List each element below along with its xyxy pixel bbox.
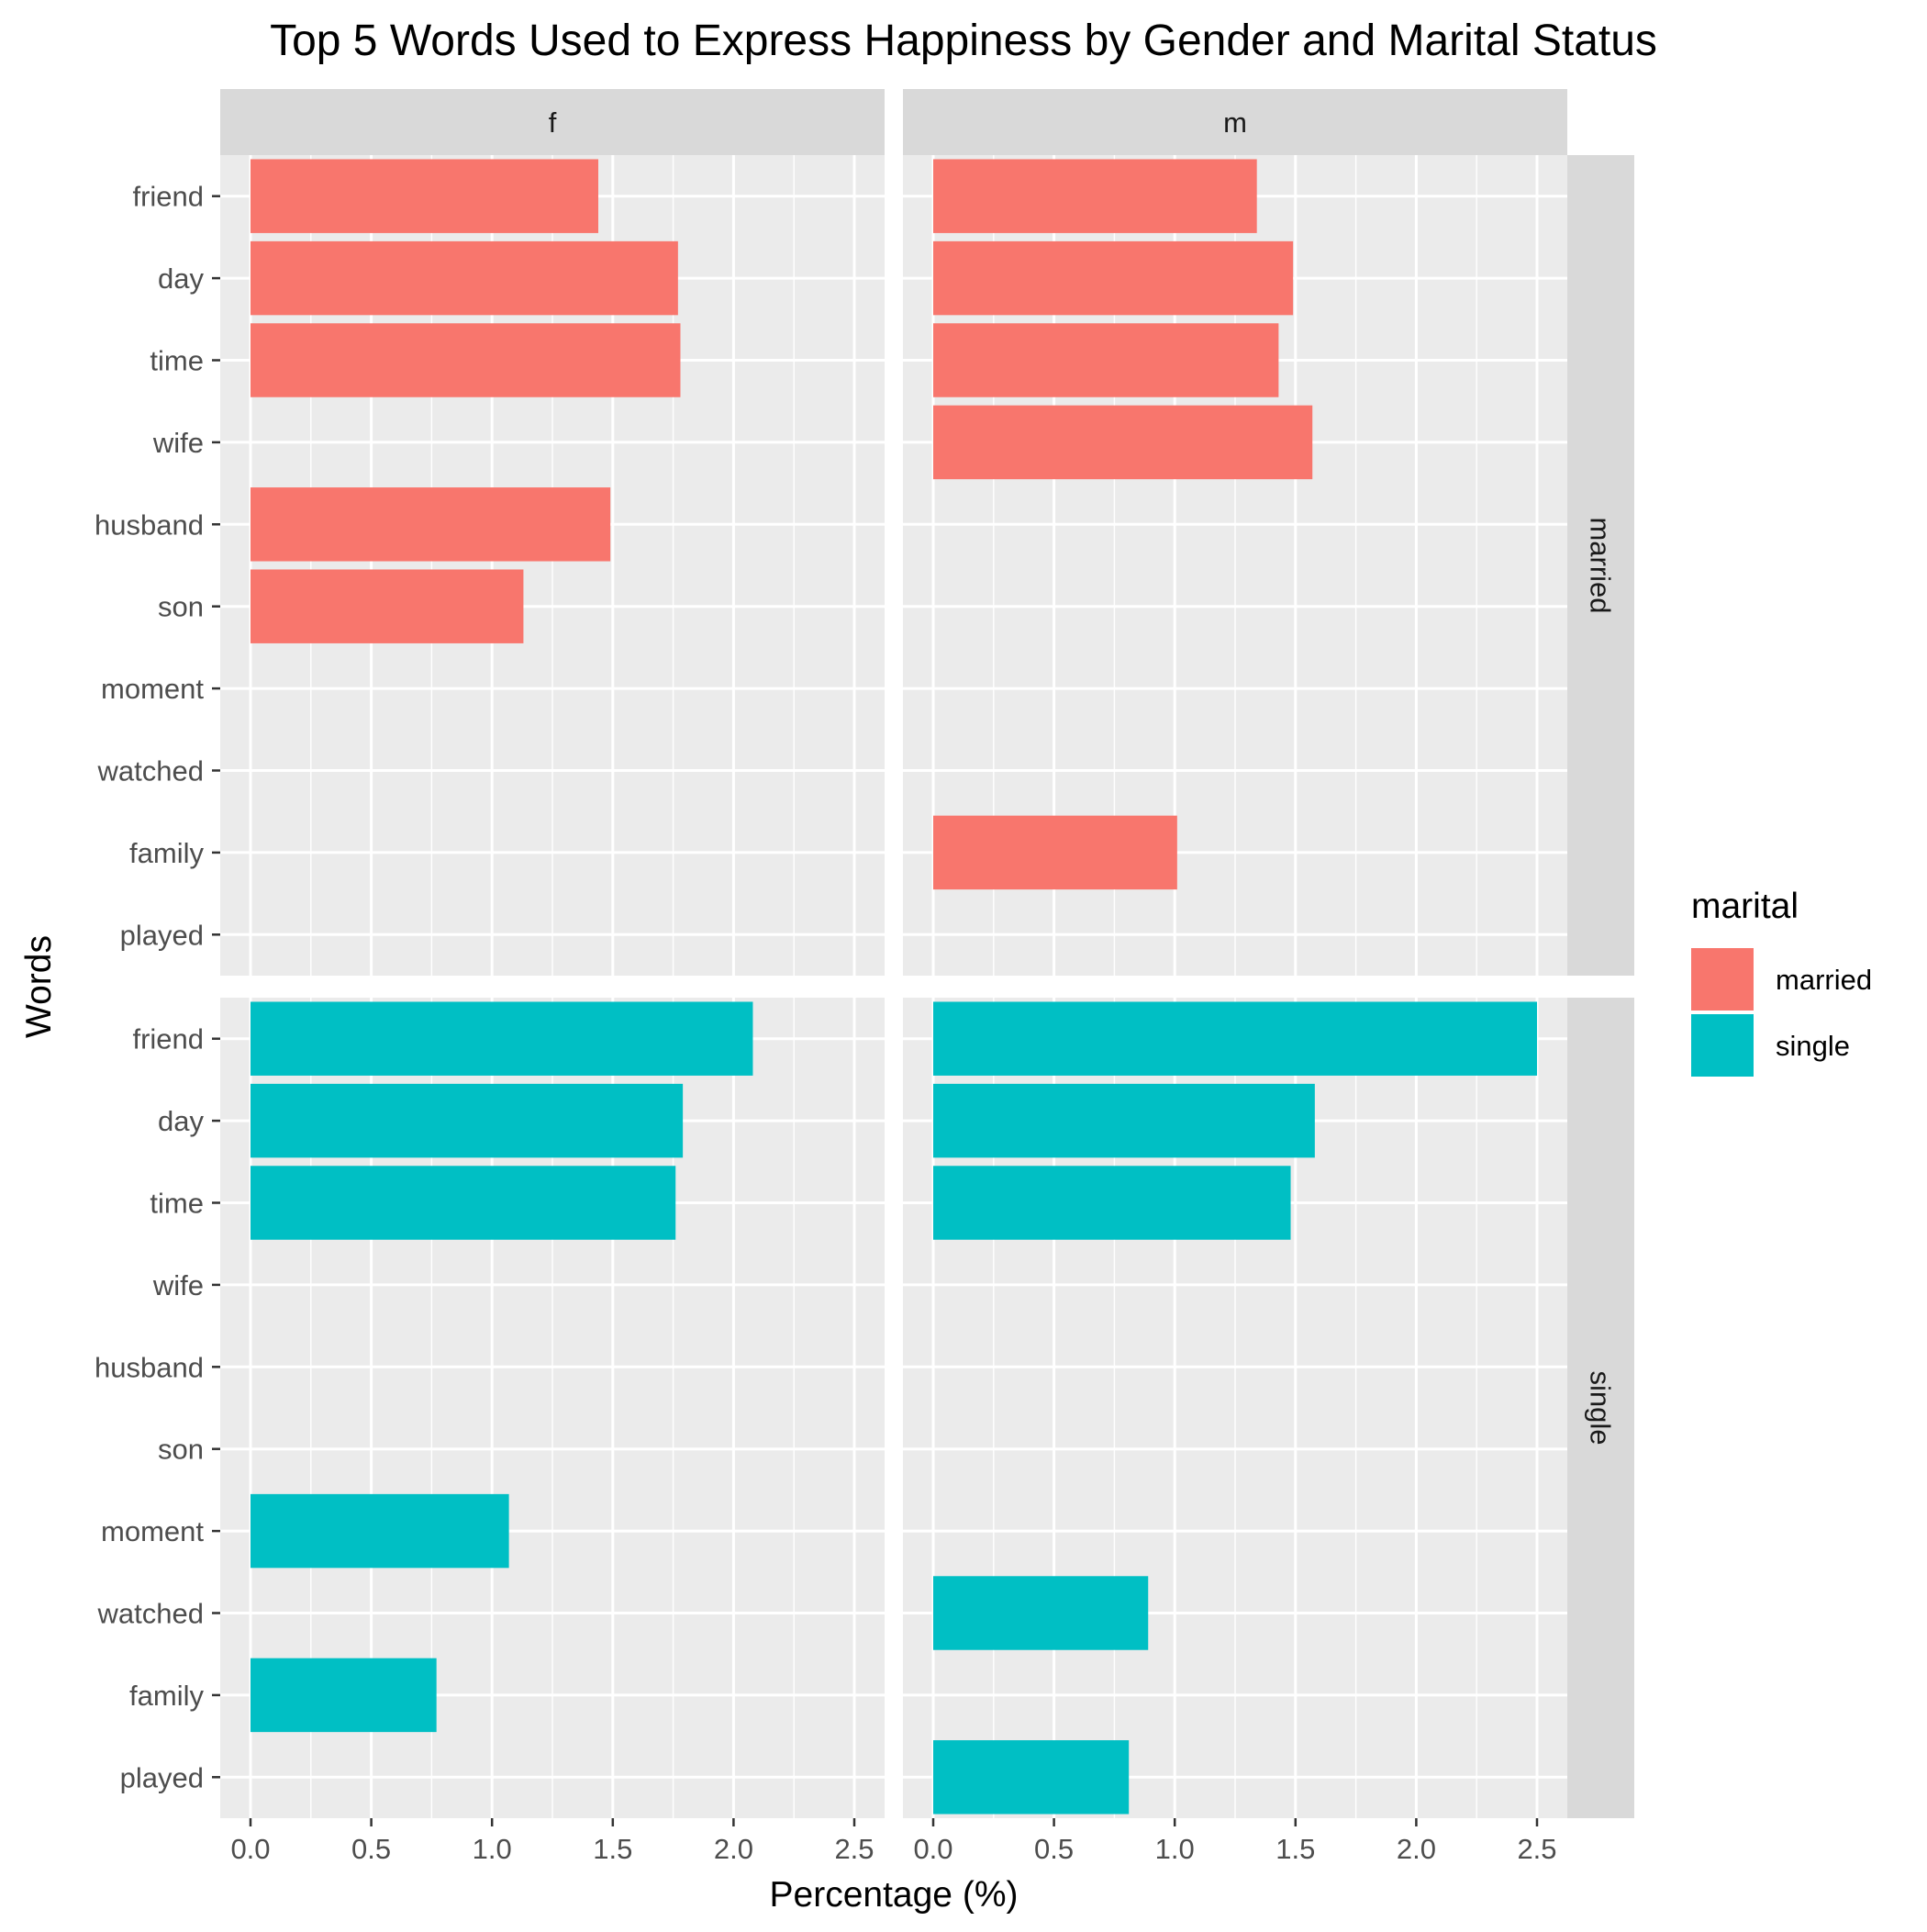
legend-swatch-single bbox=[1691, 1014, 1754, 1077]
bar-f-married-time bbox=[251, 323, 681, 397]
facet-strip-married bbox=[1567, 155, 1634, 976]
legend: marital married single bbox=[1691, 887, 1872, 1077]
y-tick-label-wife: wife bbox=[152, 427, 204, 459]
y-tick-label-time: time bbox=[150, 1188, 204, 1220]
legend-label-single: single bbox=[1776, 1030, 1850, 1062]
y-tick-label-moment: moment bbox=[101, 1515, 204, 1547]
y-tick-label-friend: friend bbox=[132, 1023, 204, 1055]
facet-strip-label-single: single bbox=[1585, 1371, 1617, 1446]
bar-m-married-time bbox=[933, 323, 1279, 397]
y-tick-label-family: family bbox=[129, 1680, 204, 1712]
bar-m-married-friend bbox=[933, 159, 1257, 233]
bar-f-single-family bbox=[251, 1658, 437, 1733]
x-tick-label: 2.5 bbox=[1517, 1833, 1556, 1865]
facet-strip-m bbox=[903, 89, 1567, 155]
facet-strip-label-f: f bbox=[549, 106, 557, 139]
y-tick-label-husband: husband bbox=[95, 1351, 204, 1383]
x-axis-title: Percentage (%) bbox=[770, 1875, 1019, 1915]
legend-title: marital bbox=[1691, 887, 1799, 926]
y-tick-label-wife: wife bbox=[152, 1269, 204, 1301]
y-tick-label-son: son bbox=[158, 1434, 204, 1466]
y-tick-label-day: day bbox=[158, 1105, 204, 1137]
facet-strip-label-m: m bbox=[1223, 106, 1247, 139]
x-tick-label: 1.5 bbox=[1275, 1833, 1315, 1865]
x-tick-label: 1.0 bbox=[1155, 1833, 1195, 1865]
y-tick-label-son: son bbox=[158, 591, 204, 623]
x-tick-label: 2.0 bbox=[714, 1833, 753, 1865]
facet-strip-single bbox=[1567, 998, 1634, 1818]
panel-m-married bbox=[903, 155, 1567, 976]
bar-f-married-husband bbox=[251, 487, 611, 562]
x-tick-label: 1.0 bbox=[473, 1833, 512, 1865]
bar-m-single-played bbox=[933, 1740, 1130, 1815]
bar-f-married-friend bbox=[251, 159, 599, 233]
bar-f-married-son bbox=[251, 569, 524, 643]
bar-m-single-day bbox=[933, 1083, 1315, 1158]
bar-m-single-friend bbox=[933, 1001, 1537, 1076]
panel-f-single bbox=[220, 998, 885, 1818]
bar-m-single-time bbox=[933, 1166, 1291, 1240]
chart-title: Top 5 Words Used to Express Happiness by… bbox=[270, 17, 1657, 65]
bar-m-married-wife bbox=[933, 405, 1313, 480]
x-tick-label: 0.0 bbox=[230, 1833, 270, 1865]
facet-strip-f bbox=[220, 89, 885, 155]
y-tick-label-time: time bbox=[150, 345, 204, 377]
panel-f-married bbox=[220, 155, 885, 976]
y-tick-label-family: family bbox=[129, 837, 204, 869]
x-tick-label: 0.5 bbox=[351, 1833, 391, 1865]
x-tick-label: 2.5 bbox=[834, 1833, 874, 1865]
y-tick-label-husband: husband bbox=[95, 508, 204, 541]
y-tick-label-day: day bbox=[158, 262, 204, 295]
y-tick-label-friend: friend bbox=[132, 181, 204, 213]
y-tick-label-moment: moment bbox=[101, 673, 204, 705]
bar-m-married-family bbox=[933, 815, 1177, 890]
y-tick-label-watched: watched bbox=[97, 1598, 204, 1630]
y-tick-label-watched: watched bbox=[97, 755, 204, 787]
facet-strip-label-married: married bbox=[1585, 517, 1617, 613]
bar-f-single-day bbox=[251, 1083, 684, 1158]
y-tick-label-played: played bbox=[120, 1761, 204, 1793]
bar-m-married-day bbox=[933, 240, 1294, 316]
legend-swatch-married bbox=[1691, 948, 1754, 1011]
bar-f-single-moment bbox=[251, 1493, 509, 1569]
y-axis-title: Words bbox=[19, 935, 59, 1038]
panel-m-single bbox=[903, 998, 1567, 1818]
y-tick-label-played: played bbox=[120, 919, 204, 951]
bar-f-single-friend bbox=[251, 1001, 753, 1076]
bar-f-single-time bbox=[251, 1166, 676, 1240]
x-tick-label: 2.0 bbox=[1397, 1833, 1436, 1865]
bar-m-single-watched bbox=[933, 1576, 1149, 1650]
x-tick-label: 1.5 bbox=[593, 1833, 632, 1865]
x-tick-label: 0.5 bbox=[1034, 1833, 1074, 1865]
x-tick-label: 0.0 bbox=[913, 1833, 952, 1865]
legend-label-married: married bbox=[1776, 964, 1872, 996]
bar-f-married-day bbox=[251, 240, 678, 316]
